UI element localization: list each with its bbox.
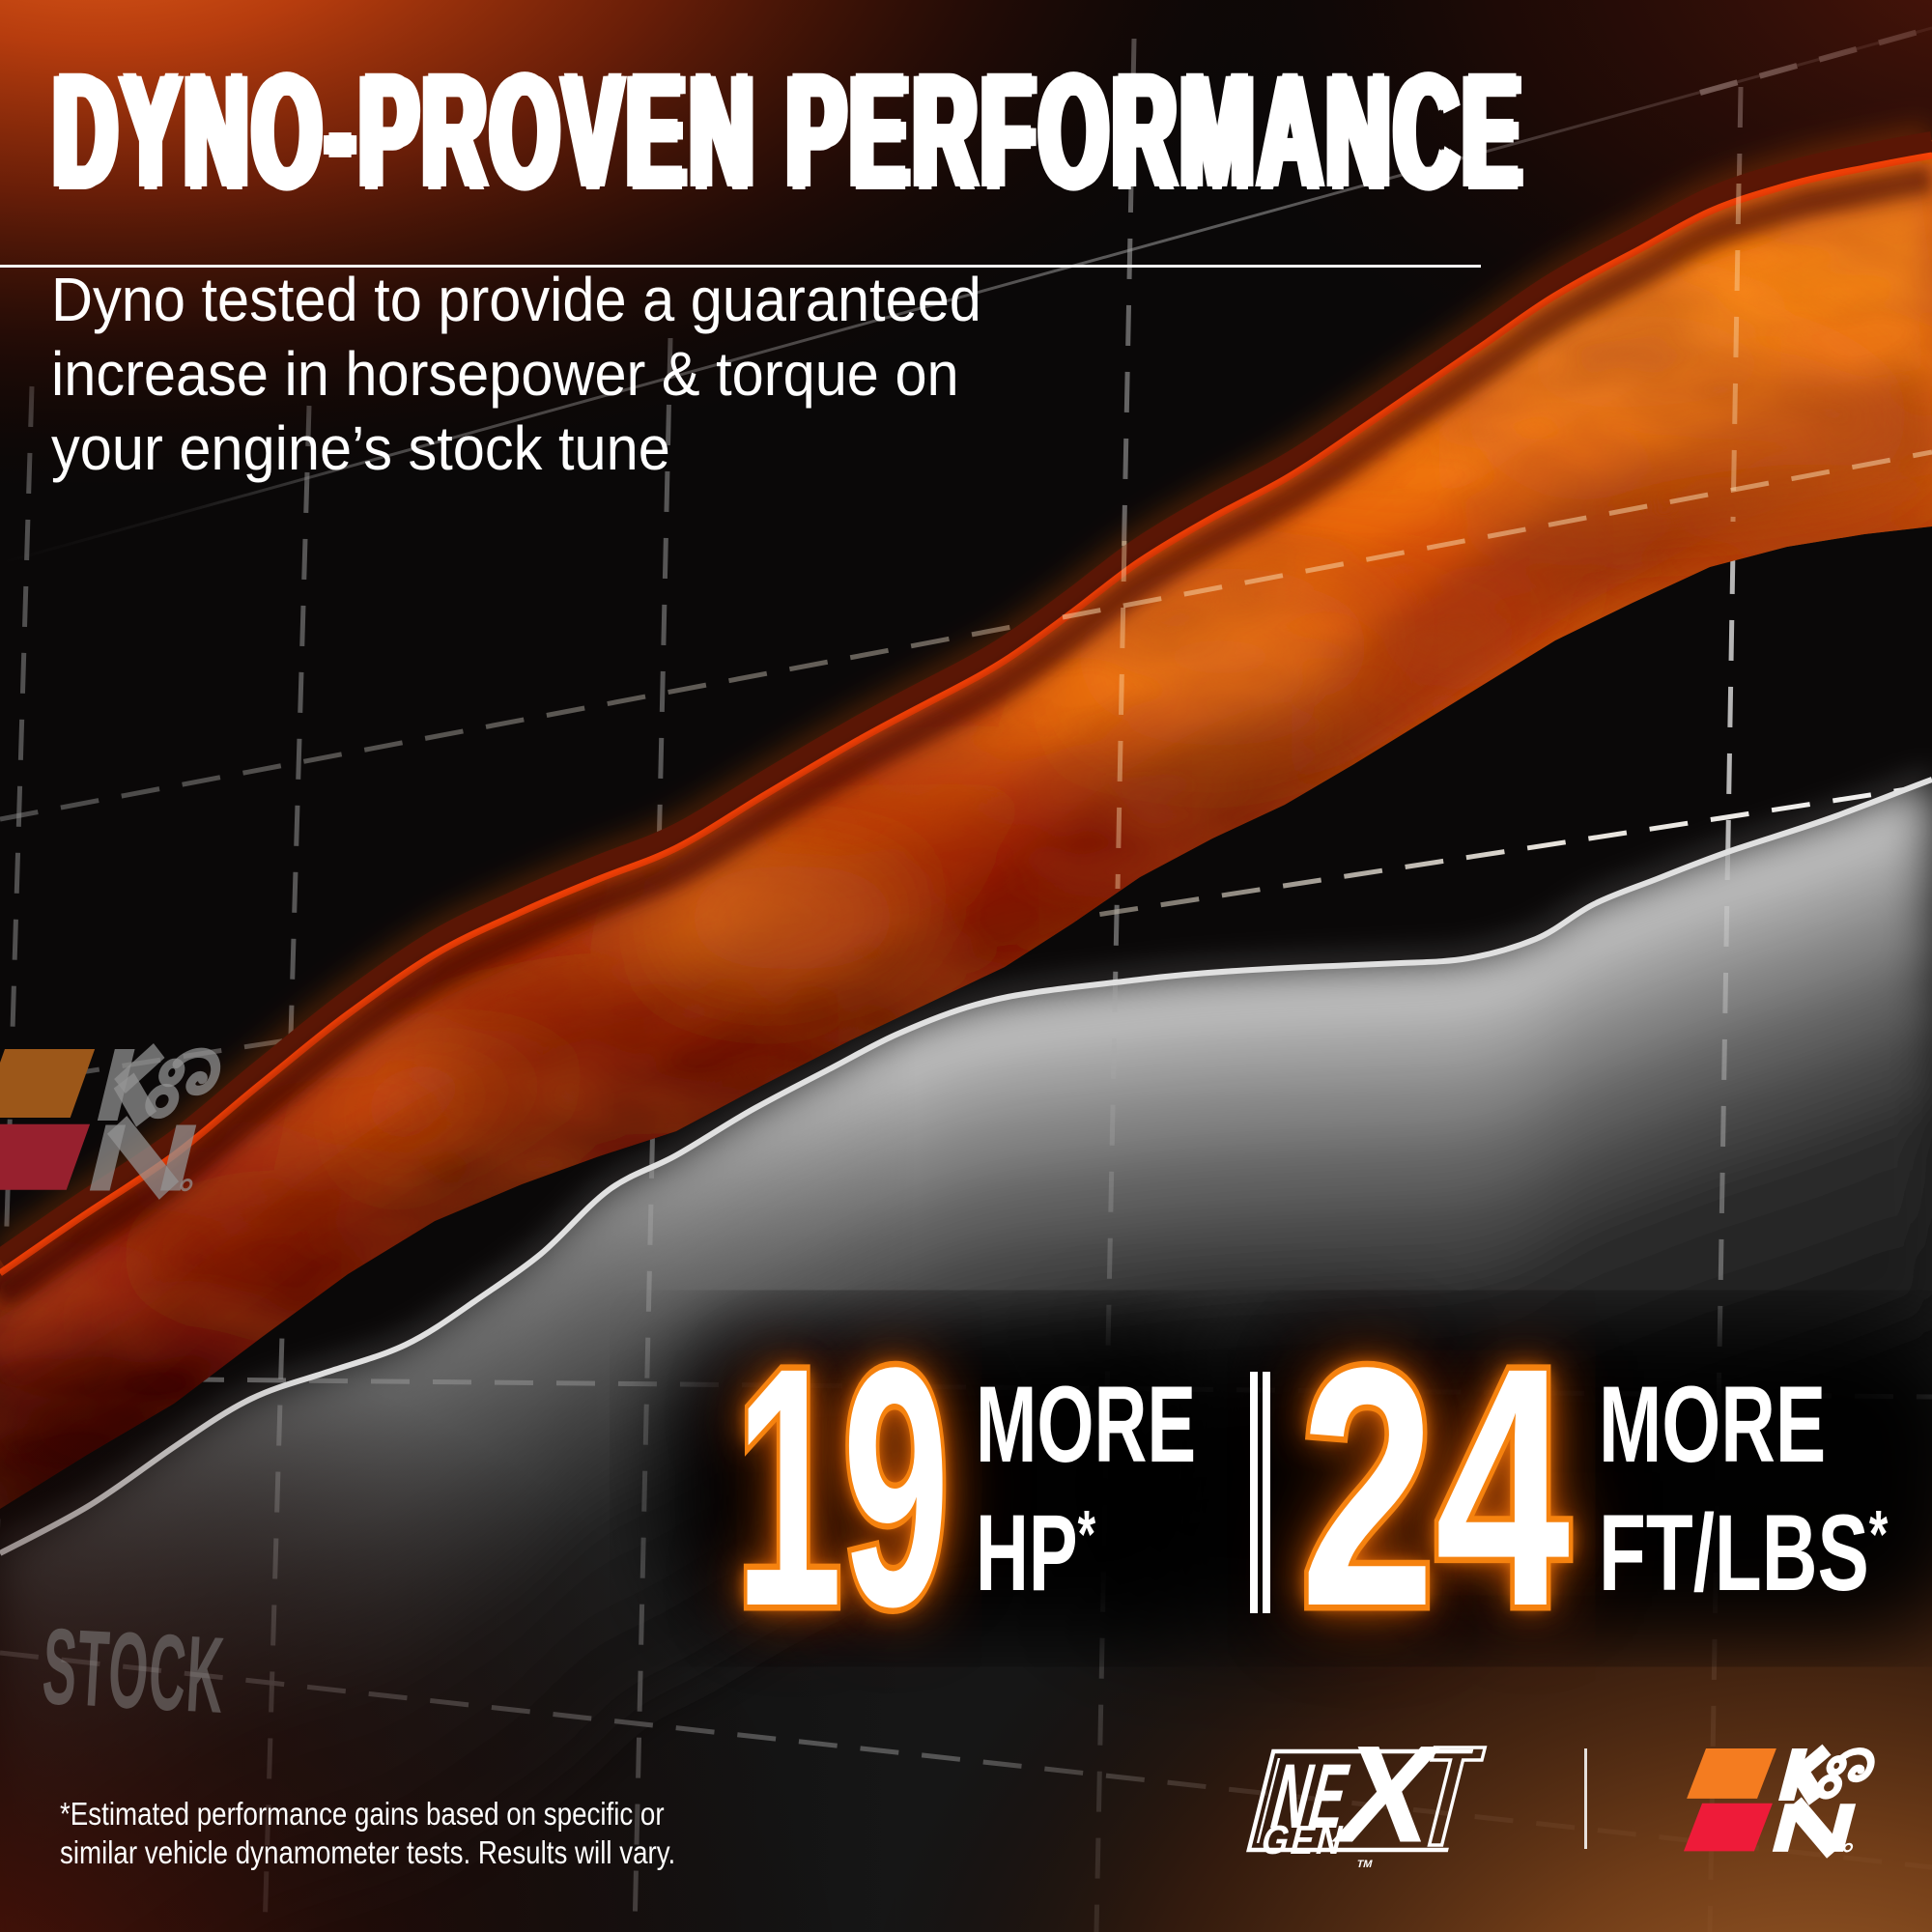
svg-text:GEN: GEN	[1257, 1818, 1350, 1863]
svg-text:TM: TM	[1355, 1859, 1374, 1870]
